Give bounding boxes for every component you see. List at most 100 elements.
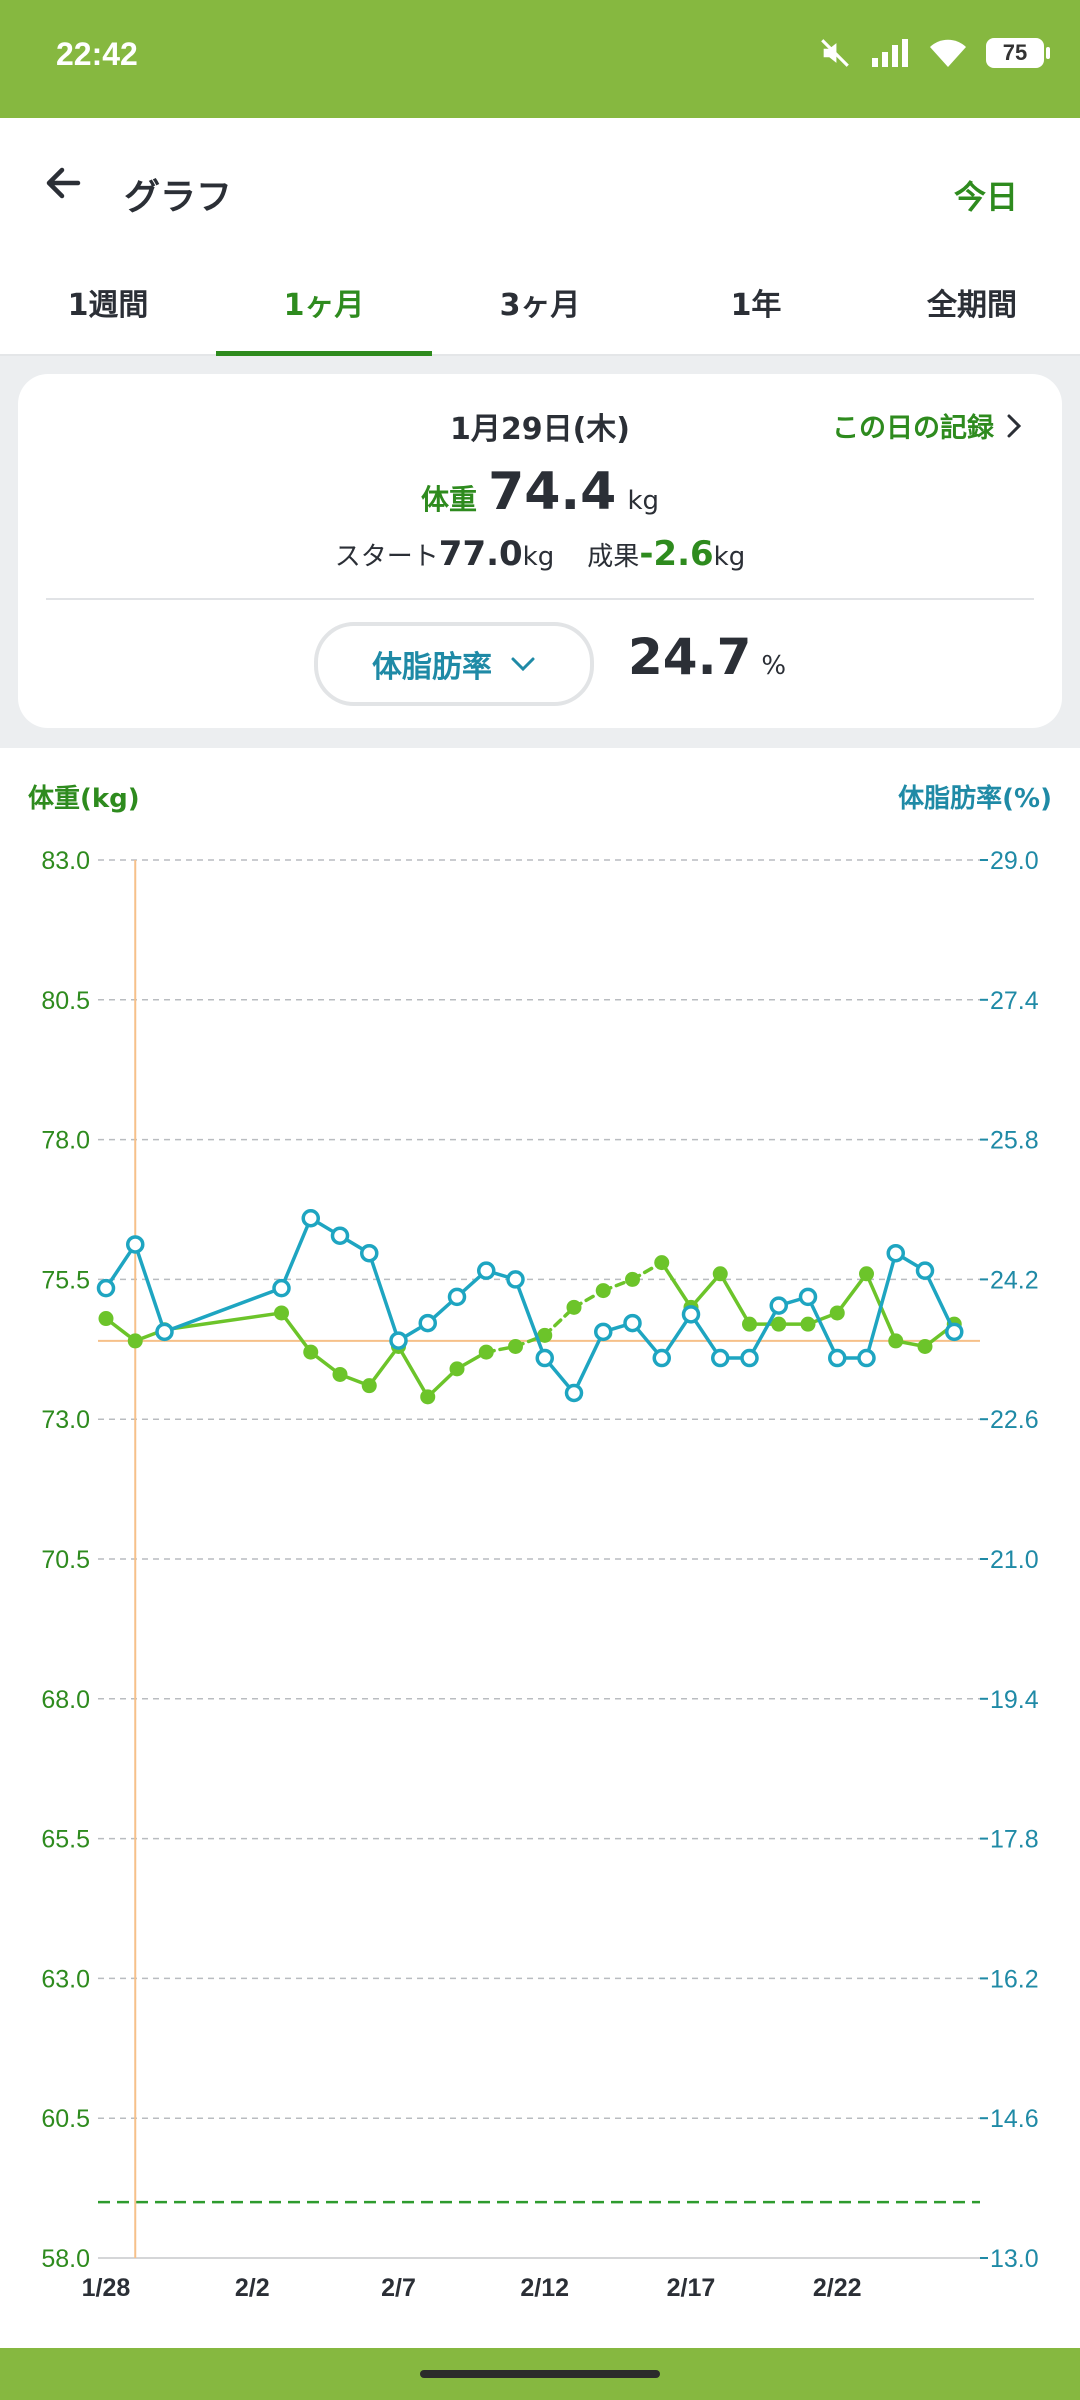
body-fat-point [418,1313,437,1333]
right-axis-title: 体脂肪率(%) [898,784,1052,814]
right-tick-label: 24.2 [990,1266,1039,1294]
status-icons: 75 [818,36,1050,70]
metric-selector[interactable]: 体脂肪率 [314,622,594,706]
x-tick-label: 2/22 [813,2274,862,2300]
result-label: 成果 [587,542,640,572]
chevron-right-icon [1007,414,1022,437]
period-tabs: 1週間 1ヶ月 3ヶ月 1年 全期間 [0,258,1080,356]
weight-fat-chart[interactable]: 83.0 29.0 80.5 27.4 78.0 25.8 75.5 24.2 73.0 22.6… [0,820,1080,2300]
series-segment [396,1344,430,1399]
tab-all-time[interactable]: 全期間 [927,288,1017,323]
right-tick-label: 16.2 [990,1965,1039,1993]
signal-icon [872,39,908,67]
result-value: -2.6 [639,534,714,574]
home-gesture-handle[interactable] [420,2370,660,2378]
series-segment [367,1344,401,1388]
left-tick-label: 58.0 [41,2245,90,2273]
left-tick-label: 73.0 [41,1406,90,1434]
weight-point [800,1316,816,1332]
right-tick-label: 29.0 [990,847,1039,875]
weight-point [508,1339,523,1355]
series-segment [660,1260,693,1310]
weight-point [303,1344,319,1360]
weight-point [888,1333,904,1349]
selected-date: 1月29日(木) [449,412,631,447]
mute-icon [821,39,849,67]
series-segment [835,1272,869,1315]
body-fat-point [828,1348,847,1368]
right-tick-label: 25.8 [990,1127,1039,1155]
x-tick-label: 1/28 [82,2274,131,2300]
body-fat-point [652,1348,671,1368]
series-segment [747,1303,781,1360]
body-fat-point [594,1322,613,1342]
right-tick-label: 13.0 [990,2245,1039,2273]
body-fat-point [857,1348,876,1368]
page-title: グラフ [124,177,233,218]
body-fat-point [155,1322,174,1342]
left-tick-label: 60.5 [41,2105,90,2133]
progress-summary: スタート77.0kg 成果-2.6kg [18,534,1062,574]
today-button[interactable]: 今日 [953,178,1018,216]
body-fat-point [769,1296,788,1315]
weight-point [332,1366,348,1382]
body-fat-point [564,1383,584,1403]
body-fat-point [886,1243,905,1263]
result-unit: kg [713,542,746,572]
right-tick-label: 22.6 [990,1406,1039,1434]
series-segment [279,1216,313,1290]
body-fat-point [915,1261,935,1280]
weight-unit: kg [627,486,660,516]
weight-point [625,1271,640,1287]
weight-point [98,1311,114,1327]
tab-1-month[interactable]: 1ヶ月 [216,258,432,356]
body-fat-point [301,1208,320,1228]
right-tick-label: 17.8 [990,1826,1039,1854]
left-axis-title: 体重(kg) [28,784,140,814]
series-segment [572,1330,605,1395]
series-segment [513,1277,547,1360]
right-tick-label: 27.4 [990,987,1039,1015]
series-segment [162,1286,284,1334]
start-label: スタート [334,542,439,572]
left-tick-label: 83.0 [41,847,90,875]
tab-1-week[interactable]: 1週間 [67,288,149,323]
back-arrow-icon[interactable] [38,158,88,208]
weight-point [917,1339,933,1355]
x-tick-label: 2/7 [381,2274,416,2300]
right-tick-label: 19.4 [990,1686,1039,1714]
body-fat-point [681,1305,701,1324]
metric-selector-label: 体脂肪率 [372,650,492,685]
series-segment [279,1311,313,1354]
day-record-link[interactable]: この日の記録 [832,406,1024,445]
start-unit: kg [522,542,555,572]
series-segment [367,1251,401,1343]
weight-point [478,1344,494,1360]
body-fat-point [535,1348,554,1368]
series-segment [864,1251,898,1360]
weight-summary: 体重 74.4 kg [18,462,1062,522]
tab-1-year[interactable]: 1年 [730,288,782,323]
body-fat-point [711,1348,730,1368]
metric-value: 24.7 [628,628,752,686]
tab-3-months[interactable]: 3ヶ月 [499,288,581,323]
left-tick-label: 65.5 [41,1826,90,1854]
weight-point [771,1316,787,1332]
left-tick-label: 63.0 [41,1965,90,1993]
x-tick-label: 2/2 [235,2274,270,2300]
weight-point [127,1333,143,1349]
weight-point [859,1266,874,1282]
series-segment [718,1272,752,1326]
body-fat-point [623,1313,642,1333]
wifi-icon [930,39,966,67]
weight-point [566,1299,582,1315]
left-tick-label: 75.5 [41,1266,90,1294]
chevron-down-icon [511,657,535,672]
metric-value-display: 24.7% [628,628,786,686]
weight-point [595,1283,611,1299]
series-segment [162,1311,284,1332]
body-fat-point [96,1278,116,1298]
weight-point [361,1378,377,1394]
body-fat-point [447,1287,467,1307]
app-bar: グラフ 今日 [0,118,1080,258]
